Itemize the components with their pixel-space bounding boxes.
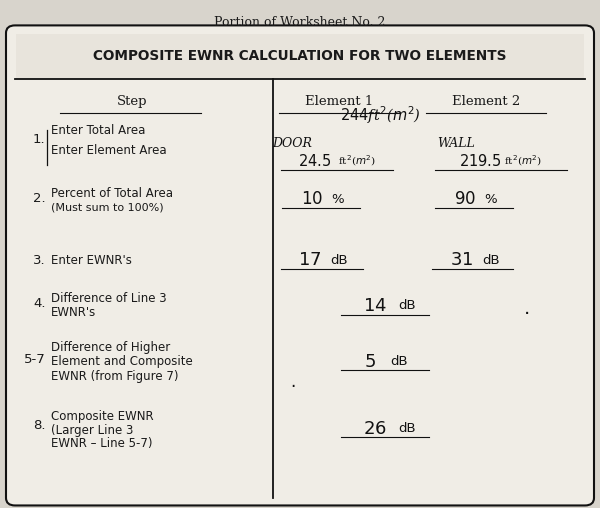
Text: dB: dB	[330, 253, 347, 267]
Text: Percent of Total Area: Percent of Total Area	[51, 186, 173, 200]
Text: ft$^2$($m^2$): ft$^2$($m^2$)	[338, 153, 376, 169]
Text: .: .	[524, 299, 530, 318]
Text: 5-7: 5-7	[24, 353, 46, 366]
Text: %: %	[331, 193, 344, 206]
Text: EWNR – Line 5-7): EWNR – Line 5-7)	[51, 437, 152, 451]
Text: WALL: WALL	[437, 137, 475, 150]
Text: 2.: 2.	[33, 192, 46, 205]
Text: dB: dB	[398, 299, 415, 312]
Text: Enter Element Area: Enter Element Area	[51, 144, 167, 157]
Text: $\mathit{90}$: $\mathit{90}$	[454, 191, 476, 208]
Bar	[16, 34, 584, 79]
FancyBboxPatch shape	[6, 25, 594, 505]
Text: $\mathit{26}$: $\mathit{26}$	[363, 420, 387, 438]
Text: $\mathit{14}$: $\mathit{14}$	[363, 297, 387, 315]
Text: COMPOSITE EWNR CALCULATION FOR TWO ELEMENTS: COMPOSITE EWNR CALCULATION FOR TWO ELEME…	[93, 49, 507, 63]
Text: $\mathit{219.5}$: $\mathit{219.5}$	[459, 153, 501, 169]
Text: DOOR: DOOR	[272, 137, 312, 150]
Text: $\mathit{10}$: $\mathit{10}$	[301, 191, 323, 208]
Text: $\mathit{17}$: $\mathit{17}$	[298, 251, 322, 269]
Text: Element 2: Element 2	[452, 95, 520, 108]
Text: $\mathit{5}$: $\mathit{5}$	[364, 353, 376, 371]
Text: %: %	[484, 193, 497, 206]
Text: EWNR's: EWNR's	[51, 306, 96, 319]
Text: ft$^2$($m^2$): ft$^2$($m^2$)	[504, 153, 542, 169]
Text: dB: dB	[398, 422, 415, 435]
Text: EWNR (from Figure 7): EWNR (from Figure 7)	[51, 370, 179, 384]
Text: Portion of Worksheet No. 2: Portion of Worksheet No. 2	[214, 16, 386, 29]
Text: $\mathit{244}$ft$^2$($\mathit{m}^2$): $\mathit{244}$ft$^2$($\mathit{m}^2$)	[340, 105, 422, 126]
Text: (Larger Line 3: (Larger Line 3	[51, 424, 133, 437]
Text: Enter Total Area: Enter Total Area	[51, 124, 145, 137]
Text: dB: dB	[390, 355, 407, 368]
Text: 4.: 4.	[33, 297, 46, 310]
Text: $\mathit{31}$: $\mathit{31}$	[450, 251, 473, 269]
Text: Step: Step	[117, 95, 147, 108]
Text: (Must sum to 100%): (Must sum to 100%)	[51, 202, 164, 212]
Text: dB: dB	[482, 253, 499, 267]
Text: .: .	[290, 373, 295, 391]
Text: Composite EWNR: Composite EWNR	[51, 410, 154, 423]
Text: 8.: 8.	[33, 419, 46, 432]
Text: 1.: 1.	[33, 133, 46, 146]
Text: $\mathit{24.5}$: $\mathit{24.5}$	[298, 153, 332, 169]
Text: 3.: 3.	[33, 253, 46, 267]
Text: Enter EWNR's: Enter EWNR's	[51, 253, 132, 267]
Text: Element 1: Element 1	[305, 95, 373, 108]
Text: Difference of Line 3: Difference of Line 3	[51, 292, 167, 305]
Text: Element and Composite: Element and Composite	[51, 355, 193, 368]
Text: Difference of Higher: Difference of Higher	[51, 341, 170, 354]
